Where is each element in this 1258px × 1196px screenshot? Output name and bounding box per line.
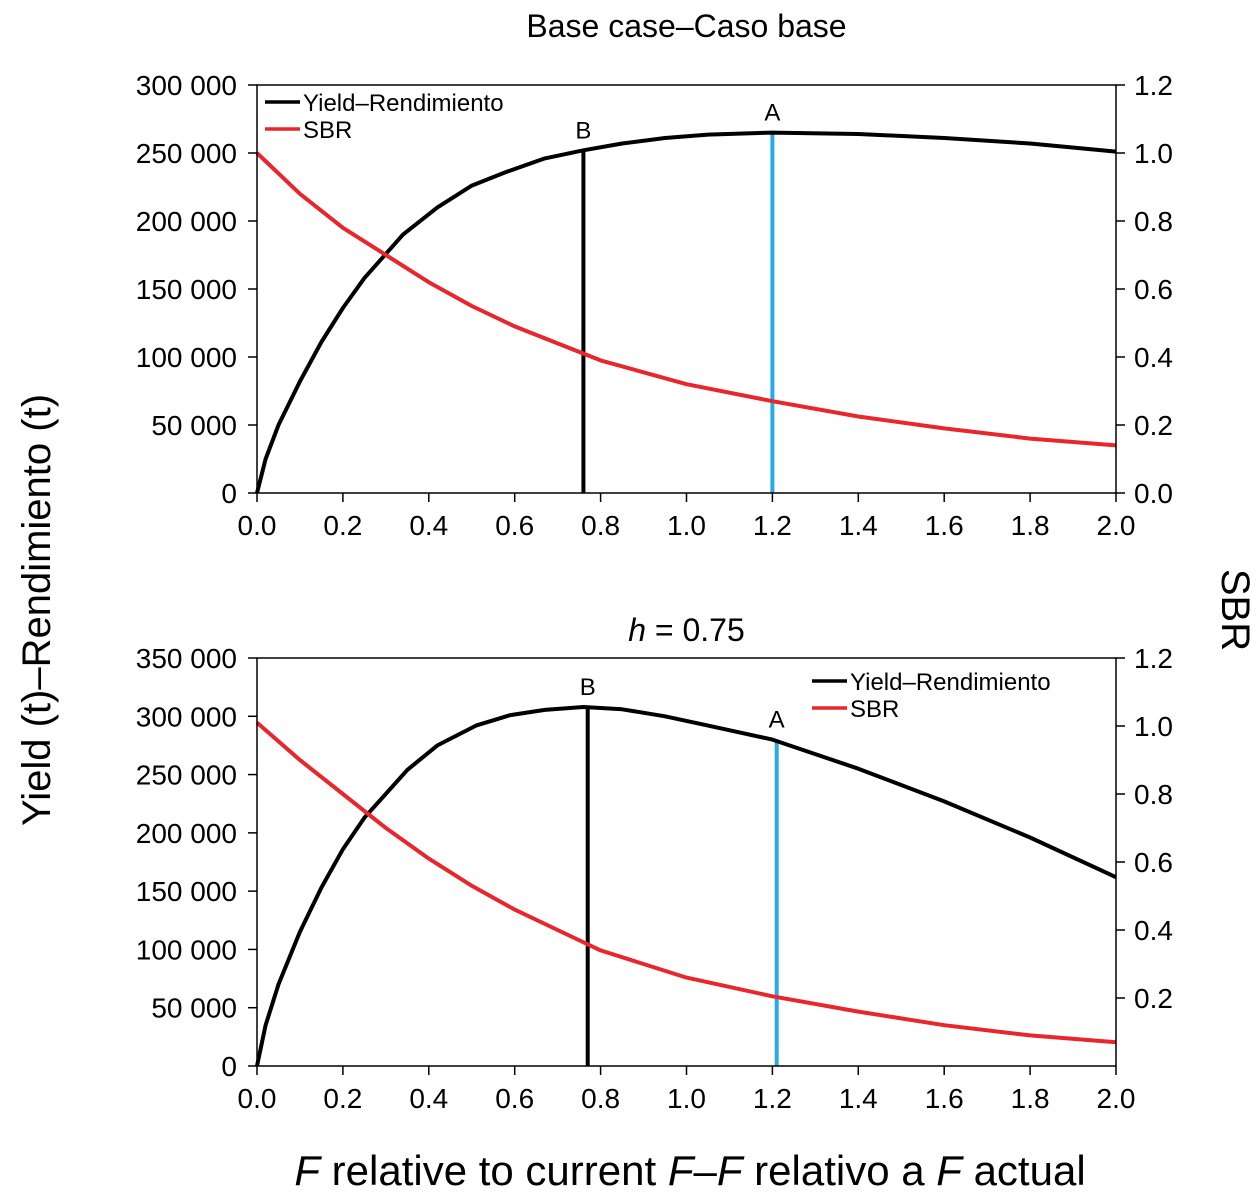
legend-label: SBR [303,117,352,144]
x-tick-label: 0.0 [238,510,277,541]
x-tick-label: 1.0 [667,1083,706,1114]
y-tick-label-right: 0.6 [1134,847,1173,878]
y-tick-label-left: 0 [221,1051,237,1082]
x-tick-label: 1.4 [839,1083,878,1114]
y-tick-label-left: 250 000 [136,760,237,791]
y-tick-label-right: 1.0 [1134,138,1173,169]
legend-label: Yield–Rendimiento [303,90,504,117]
y-tick-label-left: 150 000 [136,274,237,305]
reference-label-B: B [580,674,596,701]
y-tick-label-right: 0.2 [1134,983,1173,1014]
series-line-sbr [255,151,1117,448]
legend-label: Yield–Rendimiento [850,669,1051,696]
chart-title: h = 0.75 [628,612,745,648]
y-axis-label-right: SBR [1213,569,1257,651]
x-tick-label: 1.0 [667,510,706,541]
x-tick-label: 0.0 [238,1083,277,1114]
y-tick-label-left: 200 000 [136,818,237,849]
y-tick-label-left: 50 000 [151,993,237,1024]
y-tick-label-right: 1.2 [1134,70,1173,101]
series-line-yield [255,130,1117,494]
series-line-sbr [255,721,1117,1045]
reference-label-A: A [769,707,785,734]
chart-panels: Base case–Caso base 0.0 0.2 0.4 0.6 0.8 1.0 1.2… [136,8,1173,1114]
x-tick-label: 1.6 [925,510,964,541]
chart-title: Base case–Caso base [526,8,846,44]
x-tick-label: 0.2 [323,1083,362,1114]
y-tick-label-right: 0.6 [1134,274,1173,305]
y-tick-label-right: 0.0 [1134,478,1173,509]
y-tick-label-left: 50 000 [151,410,237,441]
y-tick-label-left: 100 000 [136,342,237,373]
y-tick-label-left: 200 000 [136,206,237,237]
x-tick-label: 0.8 [581,1083,620,1114]
chart-panel-2: h = 0.75 0.0 0.2 0.4 0.6 0.8 1.0 1.2 1.4 1.6 1.8 2.… [136,612,1173,1114]
y-tick-label-left: 300 000 [136,701,237,732]
reference-label-B: B [575,117,591,144]
x-tick-label: 1.4 [839,510,878,541]
y-tick-label-left: 0 [221,478,237,509]
y-tick-label-right: 1.0 [1134,711,1173,742]
y-tick-label-right: 1.2 [1134,643,1173,674]
reference-label-A: A [764,100,780,127]
y-tick-label-right: 0.8 [1134,206,1173,237]
plot-frame [256,84,1117,494]
x-tick-label: 0.8 [581,510,620,541]
x-tick-label: 1.8 [1011,510,1050,541]
y-tick-label-right: 0.2 [1134,410,1173,441]
series-line-yield [255,705,1117,1067]
y-tick-label-left: 100 000 [136,934,237,965]
y-axis-label-left: Yield (t)–Rendimiento (t) [15,394,59,826]
y-tick-label-right: 0.8 [1134,779,1173,810]
x-tick-label: 0.2 [323,510,362,541]
x-tick-label: 0.6 [495,1083,534,1114]
x-tick-label: 1.6 [925,1083,964,1114]
x-axis-label: F relative to current F–F relativo a F a… [294,1147,1085,1194]
x-tick-label: 0.6 [495,510,534,541]
y-tick-label-right: 0.4 [1134,342,1173,373]
x-tick-label: 1.2 [753,1083,792,1114]
x-tick-label: 2.0 [1097,510,1136,541]
x-tick-label: 0.4 [409,1083,448,1114]
y-tick-label-left: 250 000 [136,138,237,169]
x-tick-label: 1.2 [753,510,792,541]
x-tick-label: 0.4 [409,510,448,541]
chart-panel-1: Base case–Caso base 0.0 0.2 0.4 0.6 0.8 1.0 1.2… [136,8,1173,541]
y-tick-label-left: 150 000 [136,876,237,907]
legend-label: SBR [850,696,899,723]
plot-frame [256,657,1117,1067]
y-tick-label-left: 300 000 [136,70,237,101]
x-tick-label: 1.8 [1011,1083,1050,1114]
y-tick-label-right: 0.4 [1134,915,1173,946]
y-tick-label-left: 350 000 [136,643,237,674]
x-tick-label: 2.0 [1097,1083,1136,1114]
